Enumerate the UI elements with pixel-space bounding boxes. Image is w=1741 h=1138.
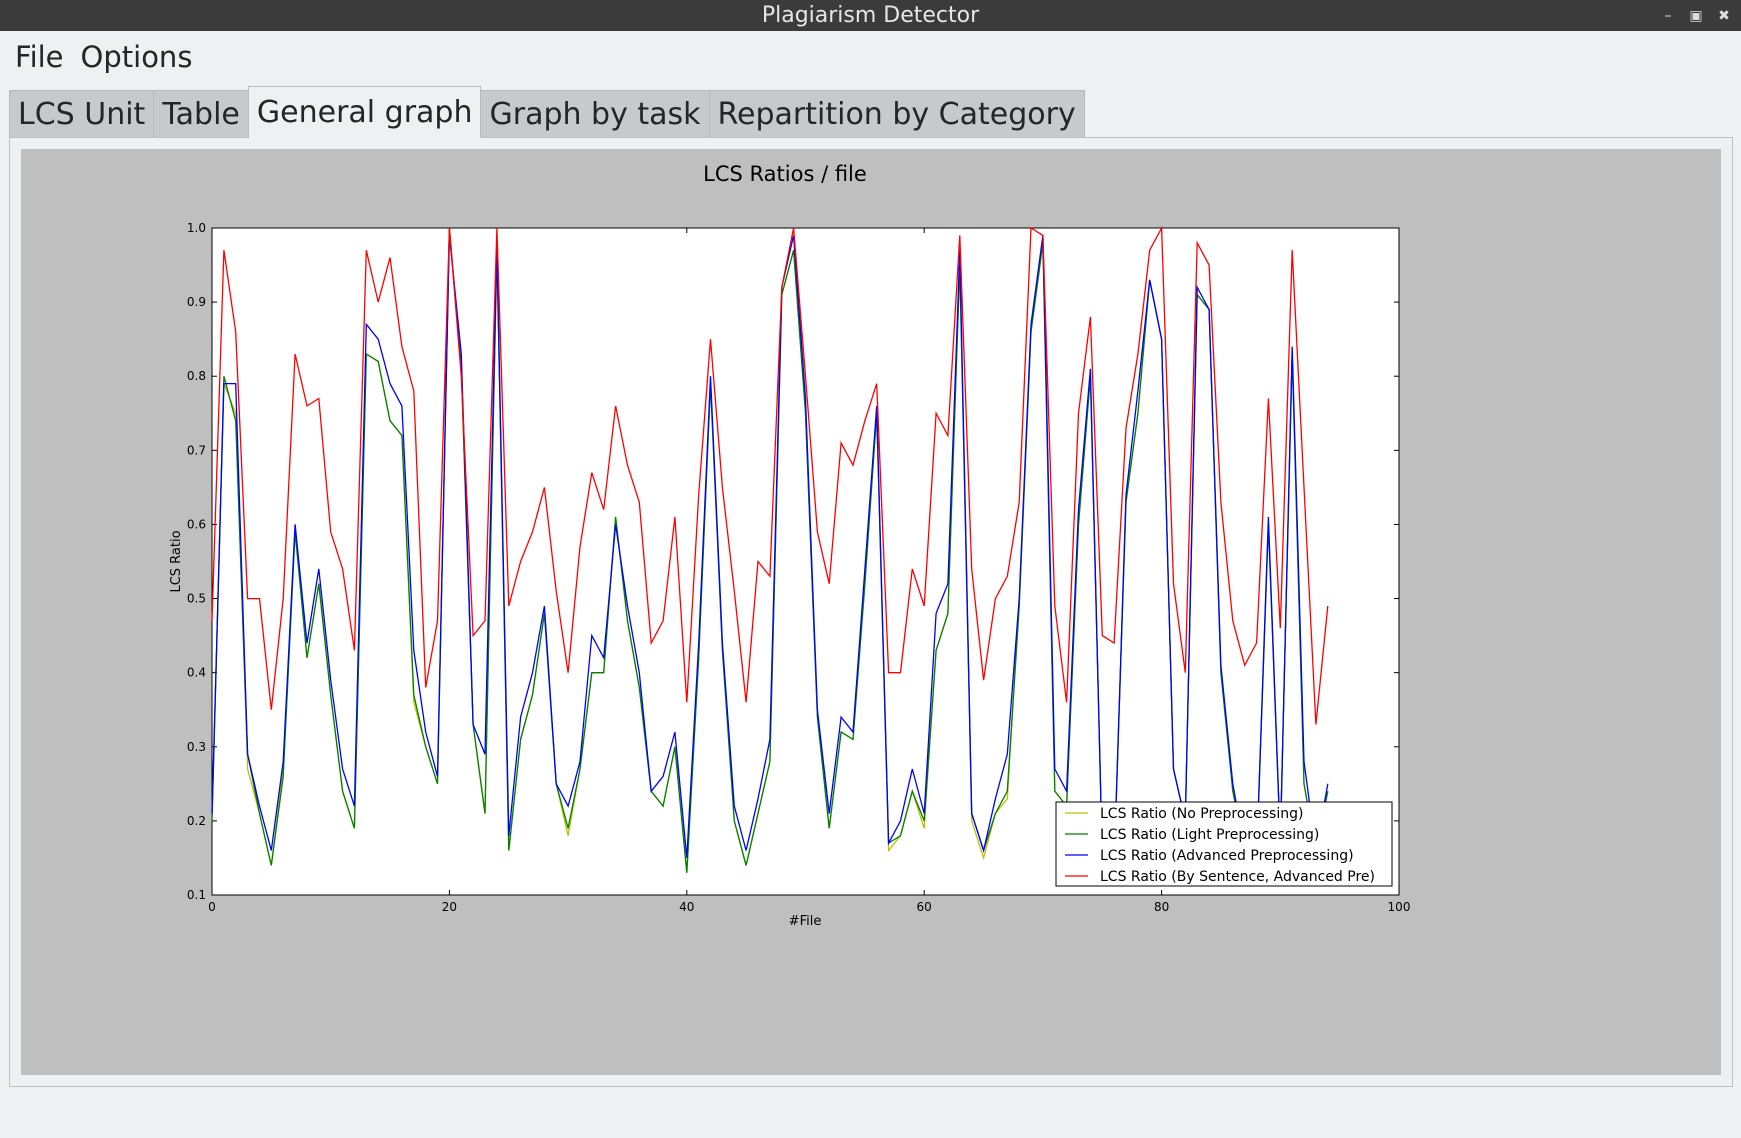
legend-entry: LCS Ratio (By Sentence, Advanced Pre) — [1100, 869, 1375, 885]
series-lines — [211, 225, 1329, 873]
x-tick-label: 80 — [1154, 900, 1169, 914]
tab-table[interactable]: Table — [153, 90, 249, 138]
chart-title: LCS Ratios / file — [703, 162, 867, 186]
legend: LCS Ratio (No Preprocessing) LCS Ratio (L… — [1055, 801, 1393, 887]
plot-area — [211, 227, 1400, 896]
y-tick-label: 0.6 — [187, 517, 206, 531]
series-line-3 — [211, 225, 1329, 725]
y-tick-label: 0.9 — [187, 295, 206, 309]
y-tick-label: 0.1 — [187, 888, 206, 902]
legend-entry: LCS Ratio (Light Preprocessing) — [1100, 827, 1319, 843]
menu-bar: File Options — [0, 31, 1741, 83]
y-tick-label: 0.4 — [187, 666, 206, 680]
tab-graph-by-task[interactable]: Graph by task — [480, 90, 710, 138]
y-tick-label: 0.5 — [187, 592, 206, 606]
title-bar: Plagiarism Detector – ▣ ✖ — [0, 0, 1741, 31]
x-tick-label: 40 — [679, 900, 694, 914]
tab-general-graph[interactable]: General graph — [247, 86, 482, 138]
window-controls: – ▣ ✖ — [1661, 0, 1731, 31]
x-tick-label: 100 — [1388, 900, 1411, 914]
legend-entry: LCS Ratio (No Preprocessing) — [1100, 806, 1303, 822]
y-tick-label: 1.0 — [187, 221, 206, 235]
plot-canvas: LCS Ratios / file 0.1 0.2 0.3 0.4 0.5 0.6 0.7 0… — [21, 149, 1721, 1075]
x-axis-label: #File — [789, 914, 822, 929]
y-tick-label: 0.3 — [187, 740, 206, 754]
tab-panel: LCS Ratios / file 0.1 0.2 0.3 0.4 0.5 0.6 0.7 0… — [9, 137, 1733, 1087]
window-title: Plagiarism Detector — [761, 3, 980, 28]
legend-box — [1055, 801, 1393, 887]
maximize-icon[interactable]: ▣ — [1689, 7, 1703, 24]
close-icon[interactable]: ✖ — [1718, 7, 1730, 24]
y-tick-label: 0.8 — [187, 369, 206, 383]
minimize-icon[interactable]: – — [1664, 7, 1672, 24]
tab-repartition-by-category[interactable]: Repartition by Category — [708, 90, 1085, 138]
y-tick-label: 0.2 — [187, 814, 206, 828]
y-ticks: 0.1 0.2 0.3 0.4 0.5 0.6 0.7 0.8 0.9 1.0 — [187, 221, 1399, 902]
tab-lcs-unit[interactable]: LCS Unit — [9, 90, 155, 138]
x-tick-label: 60 — [917, 900, 932, 914]
y-tick-label: 0.7 — [187, 443, 206, 457]
x-ticks: 0 20 40 60 80 100 — [208, 228, 1410, 914]
x-tick-label: 20 — [442, 900, 457, 914]
lcs-chart: LCS Ratios / file 0.10.20.30.40.50.60.70… — [169, 162, 1410, 929]
series-line-1 — [211, 227, 1329, 873]
y-axis-label: LCS Ratio — [169, 530, 184, 592]
tab-bar: LCS Unit Table General graph Graph by ta… — [9, 86, 1085, 138]
legend-entry: LCS Ratio (Advanced Preprocessing) — [1100, 848, 1354, 864]
menu-file[interactable]: File — [15, 40, 64, 74]
series-line-2 — [211, 235, 1329, 867]
menu-options[interactable]: Options — [80, 40, 193, 74]
x-tick-label: 0 — [208, 900, 216, 914]
